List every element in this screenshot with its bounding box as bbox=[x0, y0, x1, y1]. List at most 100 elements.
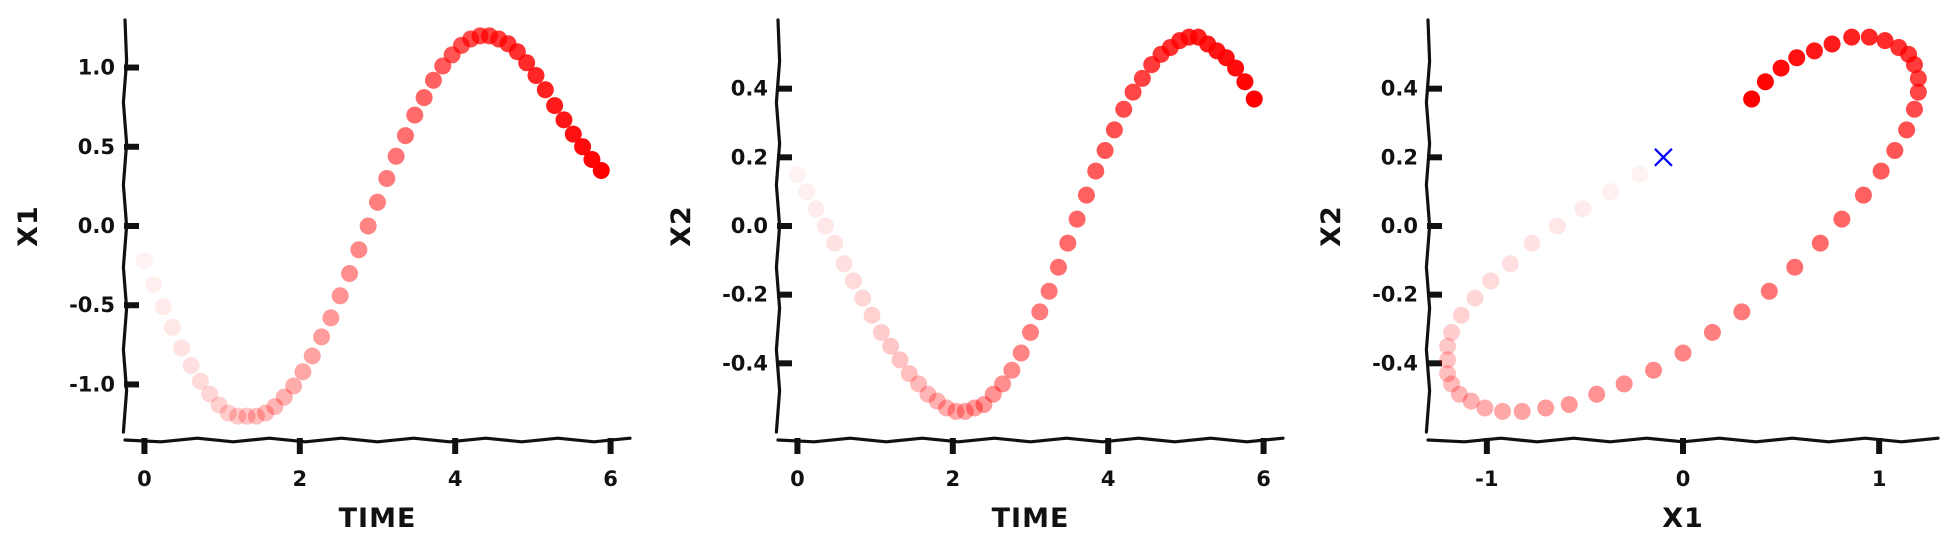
data-point bbox=[238, 407, 256, 425]
data-point bbox=[350, 241, 368, 259]
y-tick-label: 1.0 bbox=[78, 56, 115, 80]
data-point bbox=[816, 217, 834, 235]
scatter-panel-1: -1.0 -0.5 0.0 0.5 1.0 0 2 4 6 TIME X1 bbox=[13, 18, 632, 534]
data-point bbox=[1823, 35, 1841, 53]
data-point bbox=[592, 162, 610, 180]
data-point bbox=[1898, 121, 1916, 139]
data-point bbox=[928, 392, 946, 410]
data-point bbox=[1788, 49, 1806, 67]
data-point bbox=[1068, 210, 1086, 228]
data-point bbox=[1513, 402, 1531, 420]
data-point bbox=[1439, 337, 1457, 355]
data-point bbox=[1439, 365, 1457, 383]
data-point bbox=[247, 407, 265, 425]
x-marker bbox=[1654, 148, 1673, 167]
data-point bbox=[910, 375, 928, 393]
data-point bbox=[574, 138, 592, 156]
data-point bbox=[201, 385, 219, 403]
data-point bbox=[863, 306, 881, 324]
data-point bbox=[1466, 289, 1484, 307]
data-point bbox=[1012, 344, 1030, 362]
data-point bbox=[1909, 83, 1927, 101]
data-point bbox=[956, 402, 974, 420]
data-point bbox=[1811, 234, 1829, 252]
data-point bbox=[994, 375, 1012, 393]
data-point bbox=[1462, 392, 1480, 410]
y-tick-label: -0.4 bbox=[1372, 351, 1418, 375]
data-point bbox=[1482, 272, 1500, 290]
data-point bbox=[1443, 323, 1461, 341]
data-point bbox=[210, 396, 228, 414]
y-axis-label: X2 bbox=[1316, 205, 1347, 247]
data-point bbox=[835, 255, 853, 273]
x-axis-spine bbox=[123, 436, 632, 444]
data-point bbox=[1548, 217, 1566, 235]
data-point bbox=[322, 309, 340, 327]
data-point bbox=[1494, 402, 1512, 420]
data-point bbox=[285, 377, 303, 395]
data-point bbox=[173, 339, 191, 357]
scatter-panel-3: -0.4 -0.2 0.0 0.2 0.4 -1 0 1 X1 X2 bbox=[1316, 18, 1940, 534]
data-point bbox=[1501, 255, 1519, 273]
x-tick-label: 2 bbox=[292, 467, 307, 491]
scatter-panel-2: -0.4 -0.2 0.0 0.2 0.4 0 2 4 6 TIME X2 bbox=[666, 18, 1285, 534]
data-point bbox=[1096, 141, 1114, 159]
data-point bbox=[359, 217, 377, 235]
y-tick-label: 0.0 bbox=[78, 214, 115, 238]
data-point bbox=[1674, 344, 1692, 362]
data-point bbox=[1537, 399, 1555, 417]
data-point bbox=[313, 328, 331, 346]
data-point bbox=[1523, 234, 1541, 252]
data-point bbox=[555, 111, 573, 129]
x-axis-label: TIME bbox=[339, 503, 417, 534]
data-point bbox=[984, 385, 1002, 403]
data-point bbox=[1476, 399, 1494, 417]
data-point bbox=[1245, 90, 1263, 108]
data-point bbox=[341, 265, 359, 283]
data-point bbox=[1876, 32, 1894, 50]
y-tick-label: 0.2 bbox=[731, 145, 768, 169]
data-point bbox=[1450, 385, 1468, 403]
y-tick-label: 0.0 bbox=[1381, 214, 1418, 238]
data-point bbox=[891, 351, 909, 369]
x-tick-label: -1 bbox=[1475, 467, 1498, 491]
data-point bbox=[1843, 28, 1861, 46]
data-point bbox=[1833, 210, 1851, 228]
data-point bbox=[1872, 162, 1890, 180]
data-point bbox=[527, 66, 545, 84]
data-point bbox=[182, 356, 200, 374]
data-point bbox=[1733, 303, 1751, 321]
data-point bbox=[1124, 83, 1142, 101]
data-point bbox=[1031, 303, 1049, 321]
data-point bbox=[303, 347, 321, 365]
data-point bbox=[583, 150, 601, 168]
data-point bbox=[1909, 69, 1927, 87]
data-point bbox=[536, 81, 554, 99]
data-point bbox=[257, 404, 275, 422]
data-point bbox=[396, 127, 414, 145]
data-point bbox=[508, 43, 526, 61]
y-tick-label: -0.5 bbox=[69, 293, 115, 317]
data-point bbox=[1077, 186, 1095, 204]
data-point bbox=[1703, 323, 1721, 341]
data-point bbox=[378, 169, 396, 187]
x-tick-label: 1 bbox=[1872, 467, 1887, 491]
data-point bbox=[229, 407, 247, 425]
y-tick-label: 0.5 bbox=[78, 135, 115, 159]
data-point bbox=[1227, 59, 1245, 77]
y-axis-label: X1 bbox=[13, 205, 44, 247]
x-tick-label: 6 bbox=[1256, 467, 1271, 491]
data-point bbox=[1860, 28, 1878, 46]
data-point bbox=[1615, 375, 1633, 393]
x-marker-stroke bbox=[1654, 148, 1673, 167]
data-point bbox=[854, 289, 872, 307]
data-point bbox=[1645, 361, 1663, 379]
x-tick-label: 0 bbox=[1676, 467, 1691, 491]
data-point bbox=[826, 234, 844, 252]
data-point bbox=[1756, 73, 1774, 91]
data-point bbox=[1601, 183, 1619, 201]
data-point bbox=[1133, 69, 1151, 87]
data-point bbox=[275, 388, 293, 406]
x-tick-label: 2 bbox=[945, 467, 960, 491]
data-point bbox=[1040, 282, 1058, 300]
